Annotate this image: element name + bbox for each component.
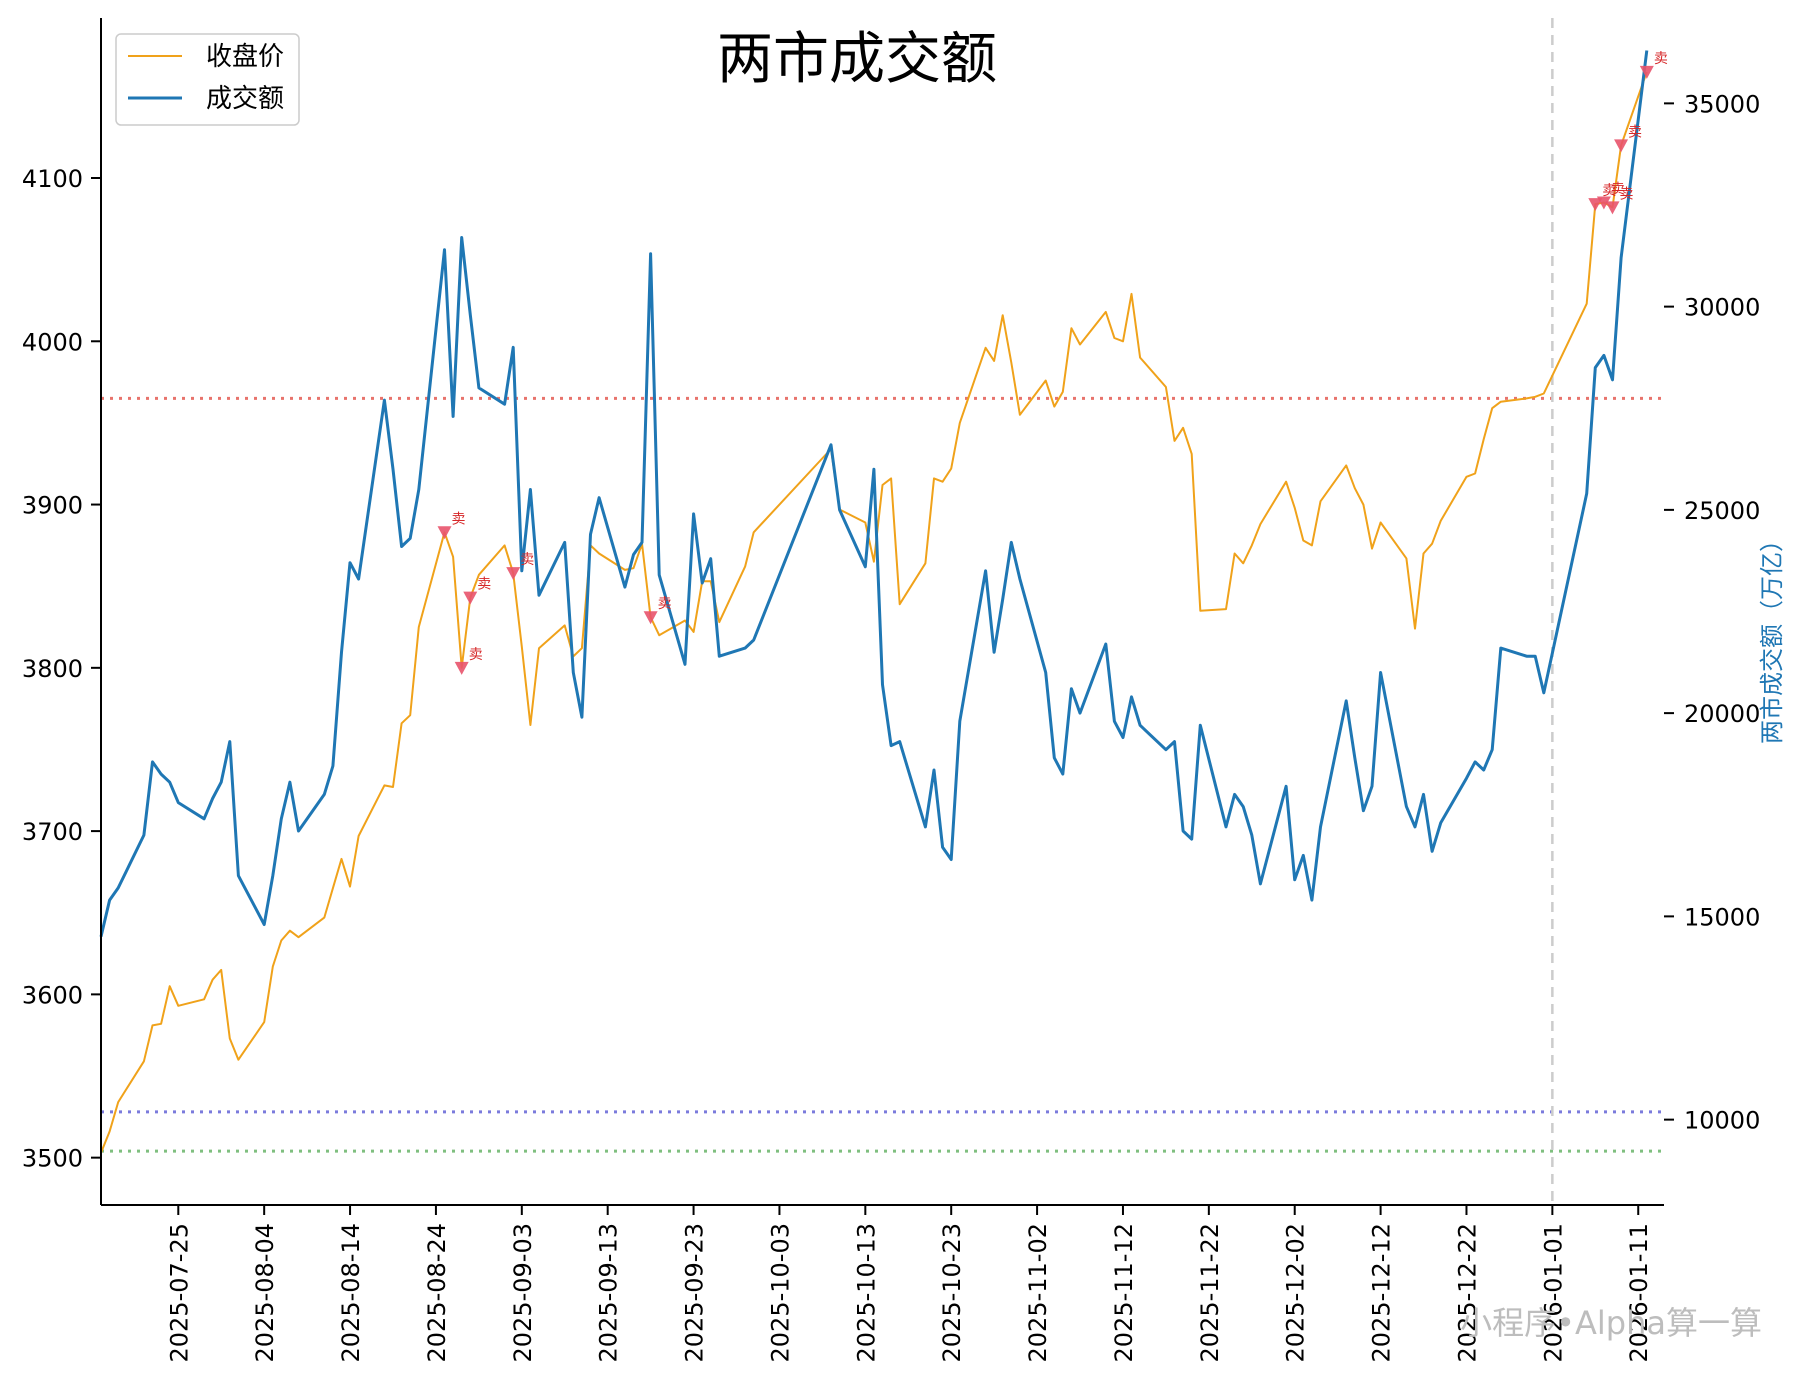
y-left-tick-label-6: 4100	[22, 165, 83, 193]
series-layer	[99, 50, 1649, 1154]
x-tick-label-16: 2026-01-01	[1539, 1223, 1567, 1362]
x-tick-label-13: 2025-12-02	[1282, 1223, 1310, 1362]
y-right-tick-label-5: 35000	[1684, 90, 1760, 118]
x-tick-label-3: 2025-08-24	[423, 1223, 451, 1362]
sell-marker-label-1: 卖	[469, 647, 483, 663]
sell-marker-label-4: 卖	[658, 596, 672, 612]
sell-marker-2	[463, 591, 478, 605]
x-tick-label-5: 2025-09-13	[595, 1223, 623, 1362]
y-right-axis-ticks: 10000 15000 20000 25000 30000 35000	[1664, 90, 1760, 1135]
y-left-tick-label-2: 3700	[22, 818, 83, 846]
y-left-tick-label-1: 3600	[22, 981, 83, 1009]
x-tick-label-14: 2025-12-12	[1368, 1223, 1396, 1362]
y-right-tick-label-1: 15000	[1684, 903, 1760, 931]
x-tick-label-17: 2026-01-11	[1625, 1223, 1653, 1362]
x-tick-label-1: 2025-08-04	[251, 1223, 279, 1362]
x-tick-label-15: 2025-12-22	[1453, 1223, 1481, 1362]
sell-marker-1	[454, 661, 469, 675]
legend-label-close: 收盘价	[206, 42, 284, 72]
x-tick-label-10: 2025-11-02	[1024, 1223, 1052, 1362]
x-tick-label-4: 2025-09-03	[509, 1223, 537, 1362]
x-tick-label-0: 2025-07-25	[165, 1223, 193, 1362]
x-tick-label-7: 2025-10-03	[766, 1223, 794, 1362]
chart-title: 两市成交额	[717, 27, 997, 92]
x-axis-ticks: 2025-07-25 2025-08-04 2025-08-14 2025-08-24…	[165, 1205, 1653, 1362]
y-left-tick-label-3: 3800	[22, 655, 83, 683]
sell-marker-label-8: 卖	[1628, 124, 1642, 140]
series-line-1	[99, 50, 1649, 938]
y-right-axis-label: 两市成交额（万亿）	[1758, 528, 1786, 744]
x-tick-label-2: 2025-08-14	[337, 1223, 365, 1362]
sell-marker-8	[1614, 139, 1629, 153]
x-tick-label-12: 2025-11-22	[1196, 1223, 1224, 1362]
sell-marker-7	[1605, 201, 1620, 215]
sell-marker-5	[1588, 198, 1603, 212]
watermark: 小程序•Alpha算一算	[1460, 1304, 1762, 1342]
sell-marker-9	[1639, 65, 1654, 79]
y-right-tick-label-4: 30000	[1684, 294, 1760, 322]
sell-marker-label-5: 卖	[1602, 183, 1616, 199]
y-left-tick-label-5: 4000	[22, 328, 83, 356]
sell-marker-label-7: 卖	[1619, 186, 1633, 202]
sell-marker-label-6: 卖	[1611, 181, 1625, 197]
x-tick-label-11: 2025-11-12	[1110, 1223, 1138, 1362]
x-tick-label-6: 2025-09-23	[681, 1223, 709, 1362]
legend: 收盘价 成交额	[115, 33, 300, 126]
sell-marker-6	[1596, 196, 1611, 210]
legend-label-volume: 成交额	[206, 84, 284, 114]
y-left-axis-ticks: 3500 3600 3700 3800 3900 4000 4100	[22, 165, 101, 1173]
sell-marker-label-9: 卖	[1654, 51, 1668, 67]
y-right-tick-label-2: 20000	[1684, 700, 1760, 728]
y-left-tick-label-4: 3900	[22, 492, 83, 520]
y-right-tick-label-3: 25000	[1684, 497, 1760, 525]
series-line-0	[100, 71, 1648, 1154]
x-tick-label-8: 2025-10-13	[852, 1223, 880, 1362]
sell-marker-label-2: 卖	[477, 577, 491, 593]
sell-marker-label-3: 卖	[520, 552, 534, 568]
sell-marker-0	[437, 526, 452, 540]
reference-lines	[101, 396, 1664, 1153]
sell-marker-4	[643, 611, 658, 625]
y-right-tick-label-0: 10000	[1684, 1107, 1760, 1135]
x-tick-label-9: 2025-10-23	[938, 1223, 966, 1362]
axes-layer	[100, 18, 1664, 1206]
sell-marker-label-0: 卖	[452, 511, 466, 527]
y-left-tick-label-0: 3500	[22, 1145, 83, 1173]
sell-marker-3	[506, 567, 521, 581]
